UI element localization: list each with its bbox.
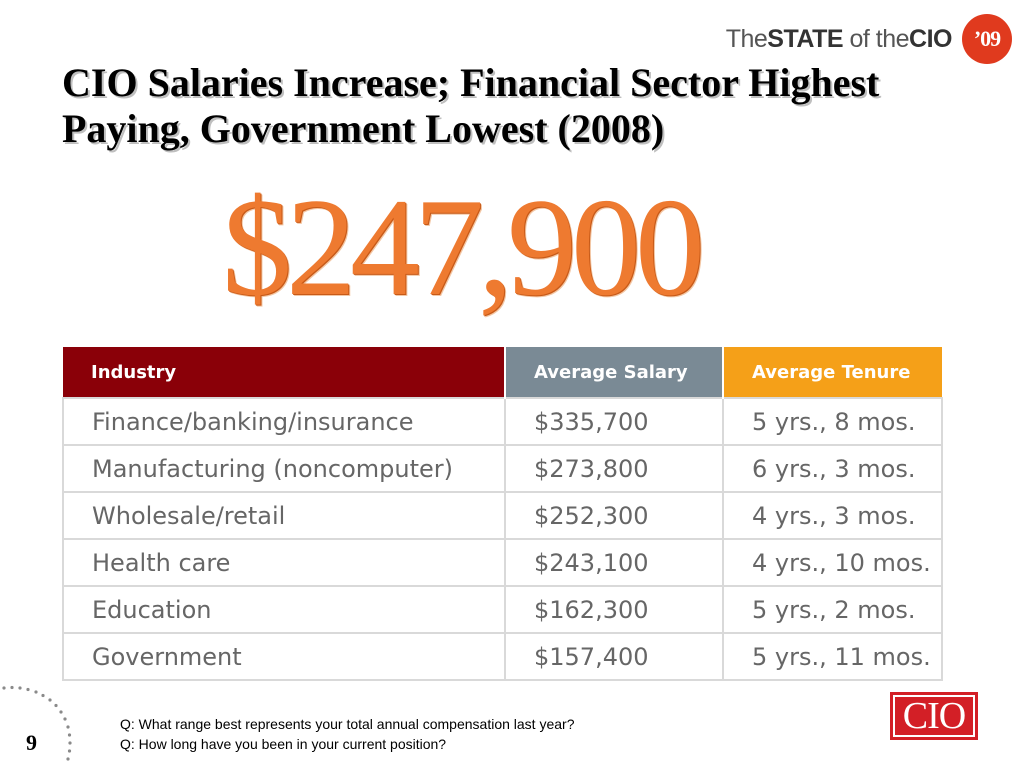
tenure-cell: 6 yrs., 3 mos. xyxy=(722,444,943,493)
salary-cell: $252,300 xyxy=(504,491,724,540)
table-row: Wholesale/retail $252,300 4 yrs., 3 mos. xyxy=(62,491,943,540)
salary-cell: $273,800 xyxy=(504,444,724,493)
table-row: Manufacturing (noncomputer) $273,800 6 y… xyxy=(62,444,943,493)
industry-cell: Finance/banking/insurance xyxy=(62,397,506,446)
page-number: 9 xyxy=(26,730,37,755)
industry-salary-table: Industry Average Salary Average Tenure F… xyxy=(62,347,943,681)
slide-title: CIO Salaries Increase; Financial Sector … xyxy=(62,60,880,151)
brand-prefix: The xyxy=(725,24,768,53)
table-row: Government $157,400 5 yrs., 11 mos. xyxy=(62,632,943,681)
salary-cell: $335,700 xyxy=(504,397,724,446)
brand-text: TheSTATE of theCIO xyxy=(725,24,953,54)
industry-cell: Education xyxy=(62,585,506,634)
table-row: Education $162,300 5 yrs., 2 mos. xyxy=(62,585,943,634)
tenure-cell: 4 yrs., 3 mos. xyxy=(722,491,943,540)
table-row: Finance/banking/insurance $335,700 5 yrs… xyxy=(62,397,943,446)
tenure-cell: 4 yrs., 10 mos. xyxy=(722,538,943,587)
cio-logo: CIO xyxy=(890,692,978,740)
header-average-salary: Average Salary xyxy=(505,347,724,398)
table-row: Health care $243,100 4 yrs., 10 mos. xyxy=(62,538,943,587)
cio-logo-text: CIO xyxy=(902,695,966,737)
header-industry: Industry xyxy=(63,347,506,398)
question-compensation: Q: What range best represents your total… xyxy=(120,716,575,732)
brand-bold2: CIO xyxy=(909,24,952,53)
brand-bold: STATE xyxy=(767,24,844,53)
headline-salary: $247,900 xyxy=(222,170,705,325)
industry-cell: Government xyxy=(62,632,506,681)
industry-cell: Manufacturing (noncomputer) xyxy=(62,444,506,493)
brand-middle: of the xyxy=(849,24,910,53)
tenure-cell: 5 yrs., 11 mos. xyxy=(722,632,943,681)
state-of-the-cio-brand: TheSTATE of theCIO ’09 xyxy=(726,14,1012,64)
salary-cell: $243,100 xyxy=(504,538,724,587)
survey-questions: Q: What range best represents your total… xyxy=(120,714,574,754)
year-badge: ’09 xyxy=(962,14,1012,64)
table-header-row: Industry Average Salary Average Tenure xyxy=(63,347,942,398)
salary-cell: $157,400 xyxy=(504,632,724,681)
decorative-dots-arc xyxy=(2,685,72,761)
tenure-cell: 5 yrs., 8 mos. xyxy=(722,397,943,446)
salary-cell: $162,300 xyxy=(504,585,724,634)
industry-cell: Health care xyxy=(62,538,506,587)
header-average-tenure: Average Tenure xyxy=(723,347,942,398)
tenure-cell: 5 yrs., 2 mos. xyxy=(722,585,943,634)
industry-cell: Wholesale/retail xyxy=(62,491,506,540)
question-tenure: Q: How long have you been in your curren… xyxy=(120,736,447,752)
